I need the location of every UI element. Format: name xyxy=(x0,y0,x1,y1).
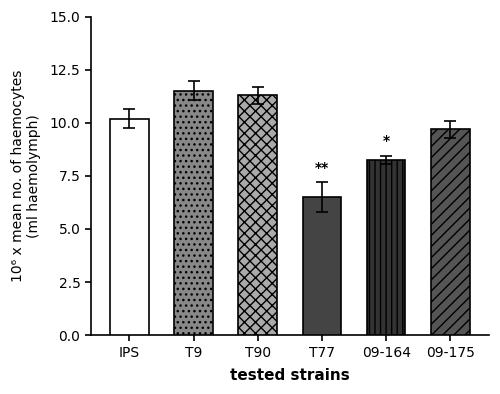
Bar xyxy=(238,95,277,335)
Bar xyxy=(174,91,213,335)
Bar xyxy=(367,160,406,335)
Text: *: * xyxy=(382,134,390,148)
Bar xyxy=(431,129,470,335)
Text: **: ** xyxy=(315,161,329,175)
X-axis label: tested strains: tested strains xyxy=(230,368,350,383)
Bar xyxy=(302,197,341,335)
Y-axis label: 10⁶ x mean no. of haemocytes
(ml haemolymph): 10⁶ x mean no. of haemocytes (ml haemoly… xyxy=(11,70,42,282)
Bar xyxy=(110,119,148,335)
